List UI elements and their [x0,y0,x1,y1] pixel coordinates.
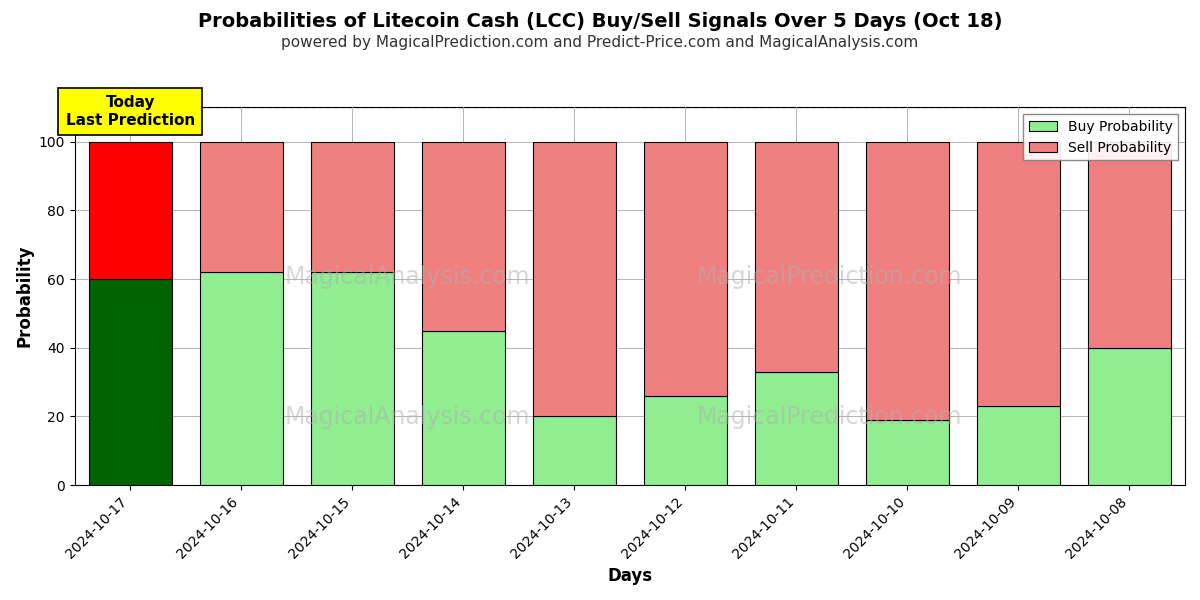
Bar [643,396,727,485]
Bar [89,142,172,279]
Y-axis label: Probability: Probability [16,245,34,347]
Bar [755,372,838,485]
Bar [643,142,727,396]
Bar [533,416,616,485]
Bar [533,142,616,416]
Bar [1088,348,1171,485]
Bar [199,142,283,272]
Bar [421,331,505,485]
X-axis label: Days: Days [607,567,653,585]
Text: MagicalPrediction.com: MagicalPrediction.com [697,265,962,289]
Bar [199,272,283,485]
Text: MagicalAnalysis.com: MagicalAnalysis.com [286,265,530,289]
Bar [311,272,394,485]
Text: MagicalPrediction.com: MagicalPrediction.com [697,405,962,429]
Bar [977,142,1060,406]
Text: MagicalAnalysis.com: MagicalAnalysis.com [286,405,530,429]
Legend: Buy Probability, Sell Probability: Buy Probability, Sell Probability [1024,114,1178,160]
Bar [865,142,949,420]
Bar [977,406,1060,485]
Bar [311,142,394,272]
Bar [865,420,949,485]
Text: Probabilities of Litecoin Cash (LCC) Buy/Sell Signals Over 5 Days (Oct 18): Probabilities of Litecoin Cash (LCC) Buy… [198,12,1002,31]
Bar [89,279,172,485]
Text: Today
Last Prediction: Today Last Prediction [66,95,194,128]
Bar [1088,142,1171,348]
Bar [755,142,838,372]
Text: powered by MagicalPrediction.com and Predict-Price.com and MagicalAnalysis.com: powered by MagicalPrediction.com and Pre… [281,35,919,50]
Bar [421,142,505,331]
